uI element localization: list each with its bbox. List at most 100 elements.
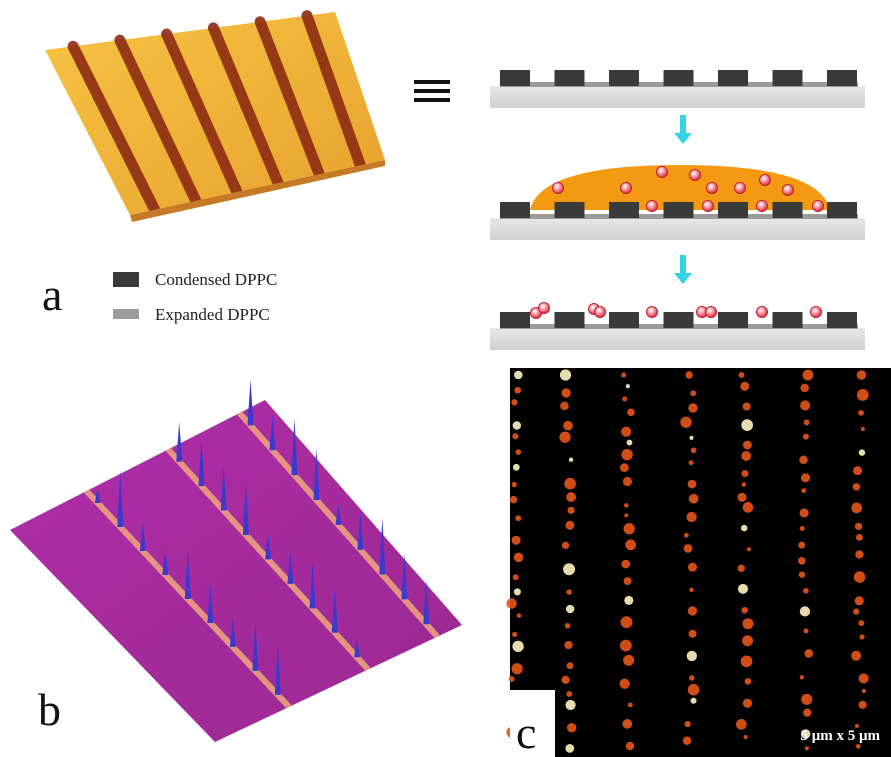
fluorescent-spot bbox=[685, 371, 692, 378]
fluorescent-spot bbox=[804, 628, 809, 633]
fluorescence-image bbox=[506, 368, 891, 757]
condensed-domain bbox=[773, 312, 803, 328]
condensed-domain bbox=[555, 202, 585, 218]
condensed-domain bbox=[500, 202, 530, 218]
vesicle bbox=[813, 201, 824, 212]
vesicle bbox=[647, 201, 658, 212]
fluorescent-spot bbox=[620, 679, 630, 689]
fluorescent-spot bbox=[621, 560, 630, 569]
fluorescent-spot bbox=[512, 433, 518, 439]
fluorescent-spot bbox=[689, 588, 693, 592]
fluorescent-spot bbox=[511, 399, 517, 405]
fluorescent-spot bbox=[565, 744, 574, 753]
fluorescent-spot bbox=[621, 449, 632, 460]
fluorescent-spot bbox=[800, 400, 810, 410]
fluorescent-spot bbox=[565, 700, 575, 710]
vesicle bbox=[657, 167, 668, 178]
fluorescent-spot bbox=[856, 534, 863, 541]
fluorescent-spot bbox=[567, 723, 576, 732]
fluorescent-spot bbox=[623, 655, 634, 666]
fluorescent-spot bbox=[857, 370, 867, 380]
fluorescent-spot bbox=[514, 553, 524, 563]
fluorescent-spot bbox=[517, 613, 522, 618]
fluorescent-spot bbox=[858, 620, 864, 626]
fluorescent-spot bbox=[561, 388, 570, 397]
fluorescent-spot bbox=[620, 640, 632, 652]
substrate bbox=[490, 86, 865, 108]
condensed-domain bbox=[773, 202, 803, 218]
fluorescent-spot bbox=[741, 525, 748, 532]
legend-swatch bbox=[113, 309, 139, 319]
fluorescent-spot bbox=[560, 369, 571, 380]
fluorescent-spot bbox=[689, 494, 699, 504]
fluorescent-spot bbox=[740, 382, 749, 391]
fluorescent-spot bbox=[622, 396, 627, 401]
legend-label: Expanded DPPC bbox=[155, 305, 270, 324]
fluorescent-spot bbox=[801, 473, 810, 482]
condensed-domain bbox=[664, 202, 694, 218]
legend-swatch bbox=[113, 272, 139, 287]
fluorescent-spot bbox=[741, 607, 748, 614]
fluorescent-spot bbox=[860, 634, 865, 639]
fluorescent-spot bbox=[856, 744, 861, 749]
fluorescent-spot bbox=[689, 436, 693, 440]
condensed-domain bbox=[500, 70, 530, 86]
fluorescent-spot bbox=[805, 746, 809, 750]
fluorescent-spot bbox=[738, 565, 745, 572]
fluorescent-spot bbox=[804, 419, 810, 425]
fluorescent-spot bbox=[800, 508, 809, 517]
fluorescent-spot bbox=[689, 460, 694, 465]
vesicle bbox=[735, 183, 746, 194]
fluorescent-spot bbox=[620, 463, 629, 472]
vesicle bbox=[647, 307, 658, 318]
fluorescent-spot bbox=[801, 488, 806, 493]
condensed-domain bbox=[827, 312, 857, 328]
condensed-domain bbox=[827, 70, 857, 86]
fluorescent-spot bbox=[560, 402, 569, 411]
figure: Condensed DPPC Expanded DPPC a b c 5 μm … bbox=[0, 0, 891, 757]
fluorescent-spot bbox=[566, 605, 574, 613]
fluorescent-spot bbox=[803, 588, 809, 594]
afm-surface-a bbox=[45, 12, 385, 222]
condensed-domain bbox=[718, 70, 748, 86]
arrow bbox=[674, 115, 692, 144]
fluorescent-spot bbox=[621, 616, 633, 628]
vesicle bbox=[690, 170, 701, 181]
fluorescent-spot bbox=[853, 466, 862, 475]
fluorescent-spot bbox=[624, 513, 628, 517]
fluorescent-spot bbox=[565, 623, 570, 628]
fluorescent-spot bbox=[854, 571, 866, 583]
fluorescent-spot bbox=[684, 533, 689, 538]
fluorescent-spot bbox=[743, 699, 752, 708]
fluorescent-spot bbox=[853, 608, 859, 614]
fluorescent-spot bbox=[738, 584, 748, 594]
condensed-domain bbox=[609, 70, 639, 86]
fluorescent-spot bbox=[742, 618, 753, 629]
fluorescent-spot bbox=[513, 421, 521, 429]
fluorescent-spot bbox=[800, 606, 810, 616]
afm-surface-b bbox=[10, 380, 462, 742]
vesicle bbox=[707, 183, 718, 194]
fluorescent-spot bbox=[688, 684, 700, 696]
fluorescent-spot bbox=[513, 574, 519, 580]
vesicle bbox=[757, 307, 768, 318]
fluorescent-spot bbox=[857, 389, 869, 401]
fluorescent-spot bbox=[621, 427, 631, 437]
fluorescent-spot bbox=[626, 384, 630, 388]
fluorescent-spot bbox=[567, 507, 574, 514]
vesicle bbox=[595, 307, 606, 318]
fluorescent-spot bbox=[562, 542, 569, 549]
fluorescent-spot bbox=[624, 596, 633, 605]
fluorescent-spot bbox=[743, 502, 754, 513]
fluorescent-spot bbox=[623, 477, 632, 486]
fluorescent-spot bbox=[741, 419, 753, 431]
fluorescent-spot bbox=[862, 689, 866, 693]
condensed-domain bbox=[773, 70, 803, 86]
scale-bar-label: 5 μm x 5 μm bbox=[801, 728, 881, 744]
fluorescent-spot bbox=[855, 523, 862, 530]
vesicle bbox=[553, 183, 564, 194]
fluorescent-spot bbox=[569, 458, 573, 462]
fluorescent-spot bbox=[745, 678, 752, 685]
fluorescent-spot bbox=[690, 390, 696, 396]
fluorescent-spot bbox=[515, 515, 521, 521]
